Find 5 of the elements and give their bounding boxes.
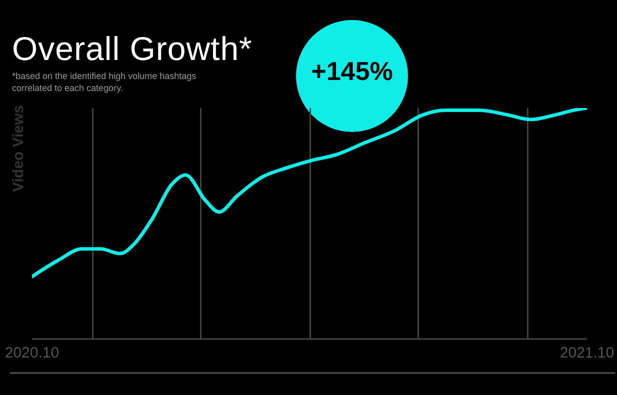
text: +145% <box>310 56 394 87</box>
chart-subtitle: *based on the identified high volume hashtags correlated to each category. <box>12 70 198 94</box>
x-tick-label: 2021.10 <box>560 344 614 362</box>
chart-title: Overall Growth* <box>12 30 252 68</box>
x-tick-label: 2020.10 <box>4 344 60 362</box>
